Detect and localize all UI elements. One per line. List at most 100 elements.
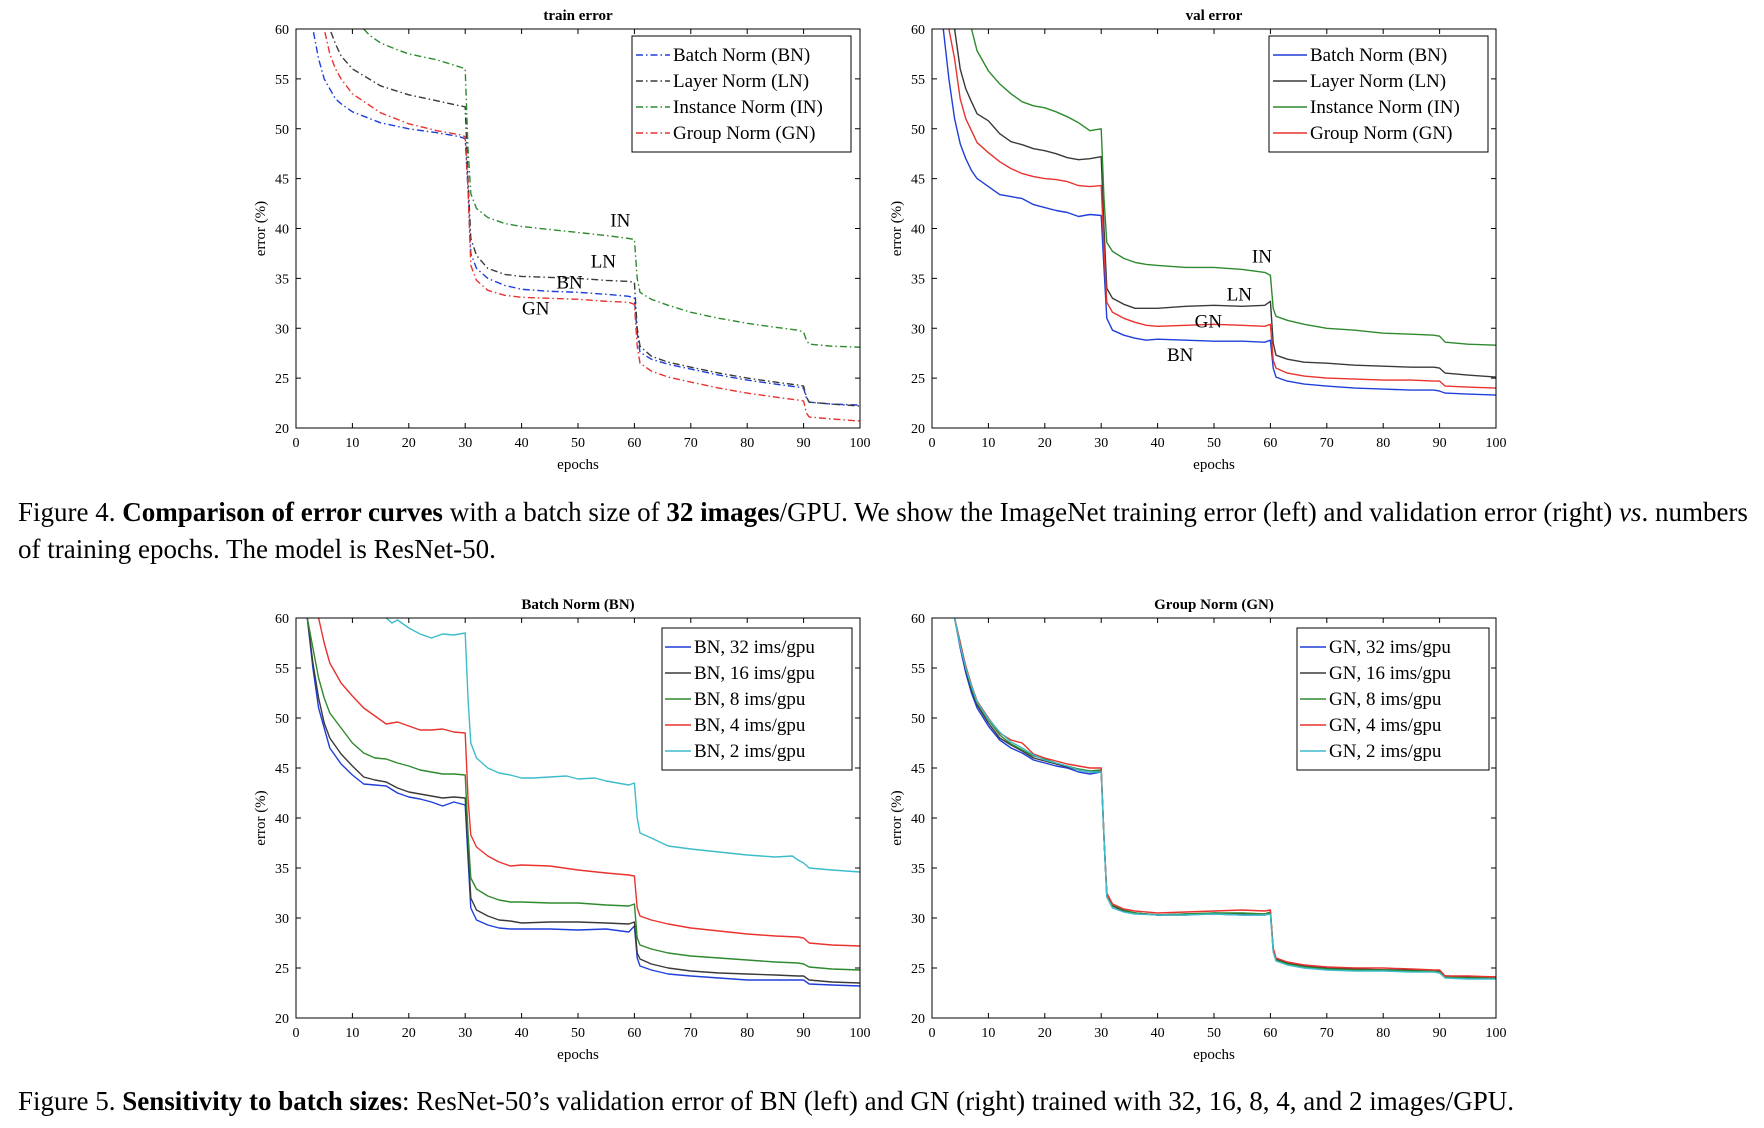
series-line-4 xyxy=(385,618,860,873)
y-axis-label: error (%) xyxy=(889,201,905,256)
x-tick-label: 20 xyxy=(1038,436,1052,451)
legend-entry-0: BN, 32 ims/gpu xyxy=(694,637,815,658)
x-tick-label: 10 xyxy=(345,1026,359,1041)
x-tick-label: 20 xyxy=(402,1026,416,1041)
x-tick-label: 60 xyxy=(1263,1026,1277,1041)
figure-5-caption: Figure 5. Sensitivity to batch sizes: Re… xyxy=(18,1083,1762,1120)
x-tick-label: 30 xyxy=(458,1026,472,1041)
series-line-1 xyxy=(306,618,860,984)
y-tick-label: 35 xyxy=(911,272,925,287)
annotation-in: IN xyxy=(610,211,630,232)
y-tick-label: 30 xyxy=(275,912,289,927)
annotation-gn: GN xyxy=(522,298,550,319)
series-group xyxy=(953,618,1496,980)
legend-entry-1: GN, 16 ims/gpu xyxy=(1329,663,1451,684)
y-tick-label: 50 xyxy=(911,123,925,138)
x-tick-label: 60 xyxy=(627,1026,641,1041)
x-tick-label: 90 xyxy=(1433,1026,1447,1041)
x-tick-label: 30 xyxy=(458,436,472,451)
legend-entry-0: Batch Norm (BN) xyxy=(1310,45,1447,66)
y-tick-label: 20 xyxy=(911,1012,925,1027)
legend-entry-4: BN, 2 ims/gpu xyxy=(694,741,806,762)
caption-4-mid-1: with a batch size of xyxy=(442,497,667,527)
chart-train: train error 0 10 20 30 40 50 60 70 80 90 100 20 25 30 3… xyxy=(253,8,871,473)
legend-entry-3: BN, 4 ims/gpu xyxy=(694,715,806,736)
x-tick-label: 60 xyxy=(1263,436,1277,451)
plot-frame xyxy=(931,28,1497,429)
annotation-in: IN xyxy=(1252,246,1272,267)
legend: Batch Norm (BN) Layer Norm (LN) Instance N… xyxy=(1268,35,1489,153)
caption-5-tail: : ResNet-50’s validation error of BN (le… xyxy=(402,1086,1515,1116)
series-line-1 xyxy=(329,29,860,407)
series-line-2 xyxy=(953,618,1496,979)
x-tick-label: 40 xyxy=(1151,1026,1165,1041)
x-tick-label: 20 xyxy=(402,436,416,451)
x-tick-label: 10 xyxy=(981,436,995,451)
y-tick-label: 50 xyxy=(275,123,289,138)
series-line-3 xyxy=(323,29,860,422)
figure-4-caption: Figure 4. Comparison of error curves wit… xyxy=(18,494,1762,568)
x-tick-label: 0 xyxy=(929,436,936,451)
x-tick-label: 30 xyxy=(1094,436,1108,451)
plot-frame xyxy=(931,617,1497,1019)
y-tick-label: 45 xyxy=(911,173,925,188)
legend: Batch Norm (BN) Layer Norm (LN) Instance N… xyxy=(631,35,852,153)
chart-bn: Batch Norm (BN) 0 10 20 30 40 50 60 70 80 90 100 20 2… xyxy=(253,597,871,1063)
x-tick-label: 30 xyxy=(1094,1026,1108,1041)
y-tick-label: 55 xyxy=(911,662,925,677)
legend-entry-0: GN, 32 ims/gpu xyxy=(1329,637,1451,658)
x-tick-label: 80 xyxy=(1376,1026,1390,1041)
y-tick-label: 40 xyxy=(911,812,925,827)
legend-entry-1: Layer Norm (LN) xyxy=(673,71,809,92)
x-tick-label: 70 xyxy=(684,1026,698,1041)
x-tick-label: 100 xyxy=(1486,1026,1507,1041)
series-group xyxy=(942,29,1496,396)
chart-val: val error 0 10 20 30 40 50 60 70 80 90 100 20 25 30 35 4… xyxy=(889,8,1507,473)
y-tick-label: 45 xyxy=(275,173,289,188)
legend-entry-1: Layer Norm (LN) xyxy=(1310,71,1446,92)
y-axis-label: error (%) xyxy=(253,201,269,256)
x-tick-label: 20 xyxy=(1038,1026,1052,1041)
x-tick-label: 90 xyxy=(797,1026,811,1041)
x-tick-label: 80 xyxy=(1376,436,1390,451)
y-tick-label: 25 xyxy=(275,372,289,387)
legend-entry-3: Group Norm (GN) xyxy=(673,123,815,144)
legend: GN, 32 ims/gpu GN, 16 ims/gpu GN, 8 ims/gp… xyxy=(1296,627,1490,771)
y-tick-label: 60 xyxy=(275,23,289,38)
y-tick-label: 25 xyxy=(911,962,925,977)
y-tick-label: 45 xyxy=(275,762,289,777)
annotation-bn: BN xyxy=(1167,345,1194,366)
series-line-2 xyxy=(306,618,860,971)
caption-5-lead: Figure 5. xyxy=(18,1086,123,1116)
x-tick-label: 10 xyxy=(981,1026,995,1041)
y-tick-label: 25 xyxy=(275,962,289,977)
legend-entry-2: GN, 8 ims/gpu xyxy=(1329,689,1442,710)
legend-entry-2: Instance Norm (IN) xyxy=(1310,97,1460,118)
chart-title: Batch Norm (BN) xyxy=(521,597,634,613)
annotation-ln: LN xyxy=(591,251,617,272)
x-tick-label: 80 xyxy=(740,436,754,451)
x-tick-label: 100 xyxy=(850,436,871,451)
plot-frame xyxy=(295,28,861,429)
y-tick-label: 55 xyxy=(275,73,289,88)
x-tick-label: 10 xyxy=(345,436,359,451)
x-tick-label: 0 xyxy=(293,1026,300,1041)
y-tick-label: 30 xyxy=(911,322,925,337)
x-tick-label: 100 xyxy=(850,1026,871,1041)
y-tick-label: 35 xyxy=(911,862,925,877)
y-tick-label: 30 xyxy=(911,912,925,927)
y-tick-label: 50 xyxy=(911,712,925,727)
x-tick-label: 50 xyxy=(1207,436,1221,451)
legend-entry-1: BN, 16 ims/gpu xyxy=(694,663,815,684)
y-tick-label: 40 xyxy=(275,223,289,238)
y-axis-label: error (%) xyxy=(253,790,269,845)
plot-frame xyxy=(295,617,861,1019)
chart-title: Group Norm (GN) xyxy=(1154,597,1274,613)
x-axis-label: epochs xyxy=(557,1047,599,1063)
series-line-0 xyxy=(306,618,860,987)
series-group xyxy=(312,29,860,422)
x-tick-label: 40 xyxy=(515,1026,529,1041)
annotation-bn: BN xyxy=(556,272,583,293)
caption-4-tail: . numbers of training epochs. The model … xyxy=(18,497,1748,564)
